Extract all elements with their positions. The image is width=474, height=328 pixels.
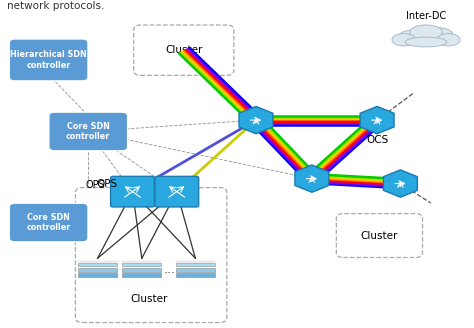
FancyBboxPatch shape	[122, 262, 161, 266]
Text: Core SDN
controller: Core SDN controller	[66, 122, 110, 141]
FancyBboxPatch shape	[122, 268, 161, 272]
FancyBboxPatch shape	[176, 262, 215, 266]
Text: Hierarchical SDN
controller: Hierarchical SDN controller	[10, 50, 87, 70]
Text: network protocols.: network protocols.	[7, 1, 104, 11]
FancyBboxPatch shape	[337, 214, 422, 257]
Ellipse shape	[437, 33, 460, 46]
Ellipse shape	[422, 28, 453, 41]
FancyBboxPatch shape	[176, 268, 215, 272]
Text: Cluster: Cluster	[130, 294, 167, 304]
FancyBboxPatch shape	[9, 39, 88, 81]
Ellipse shape	[398, 30, 431, 45]
FancyBboxPatch shape	[78, 262, 117, 266]
Polygon shape	[239, 106, 273, 134]
FancyBboxPatch shape	[49, 112, 128, 151]
Polygon shape	[295, 165, 329, 192]
Text: Core SDN
controller: Core SDN controller	[27, 213, 71, 232]
Text: OPS: OPS	[85, 180, 105, 190]
FancyBboxPatch shape	[78, 273, 117, 277]
Polygon shape	[360, 106, 394, 134]
FancyBboxPatch shape	[176, 273, 215, 277]
FancyBboxPatch shape	[78, 268, 117, 272]
Text: OCS: OCS	[366, 134, 388, 145]
Ellipse shape	[392, 33, 415, 46]
Ellipse shape	[405, 37, 447, 47]
Text: Inter-DC: Inter-DC	[406, 11, 446, 21]
FancyBboxPatch shape	[75, 188, 227, 322]
FancyBboxPatch shape	[9, 203, 88, 242]
Ellipse shape	[410, 25, 442, 40]
Polygon shape	[383, 170, 417, 197]
FancyBboxPatch shape	[122, 273, 161, 277]
Text: OPS: OPS	[96, 178, 118, 189]
Text: ...: ...	[164, 263, 176, 276]
FancyBboxPatch shape	[155, 176, 199, 207]
FancyBboxPatch shape	[110, 176, 155, 207]
FancyBboxPatch shape	[134, 25, 234, 75]
Text: Cluster: Cluster	[361, 231, 398, 240]
Text: Cluster: Cluster	[165, 45, 202, 55]
